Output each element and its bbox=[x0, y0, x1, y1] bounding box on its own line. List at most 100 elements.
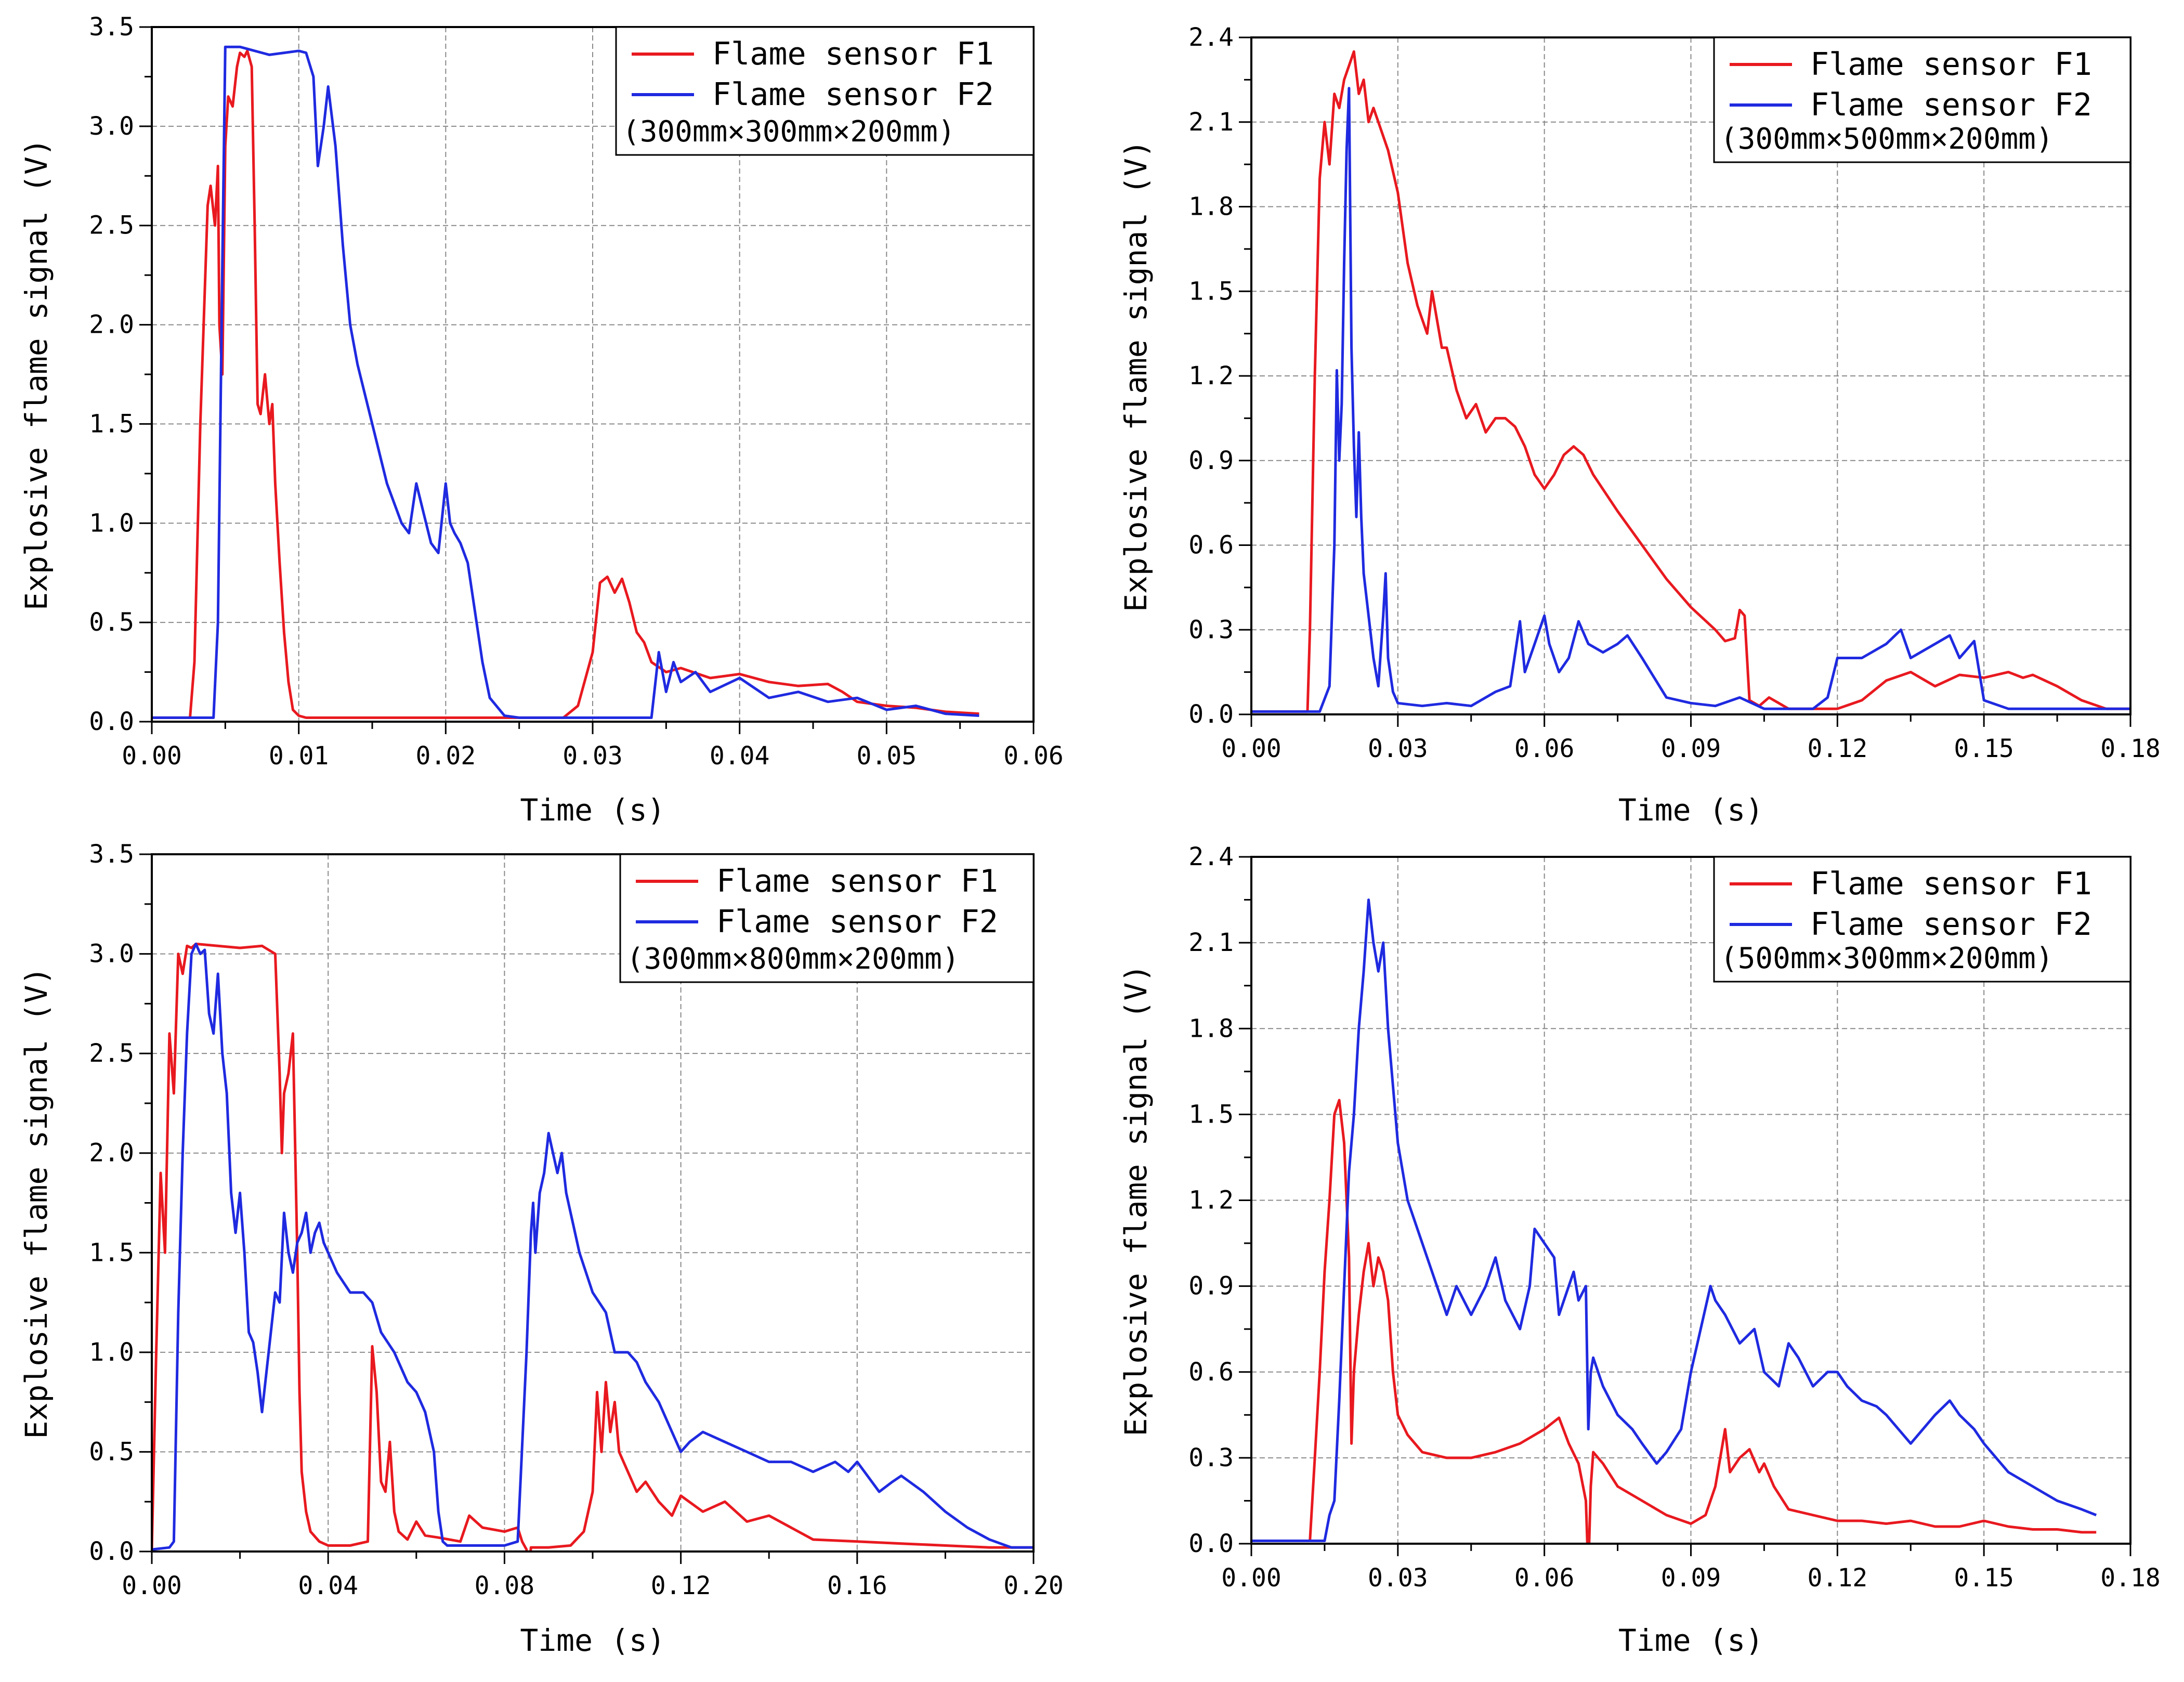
x-axis-title: Time (s) bbox=[520, 792, 665, 828]
legend: Flame sensor F1 Flame sensor F2(300mm×300… bbox=[615, 26, 1035, 156]
y-tick-label: 3.5 bbox=[89, 12, 134, 42]
x-tick-label: 0.03 bbox=[1368, 1563, 1428, 1593]
chart-panel-top-right: 0.00 0.03 0.06 0.09 0.12 0.15 0.18 0.0 0.3 0.6 0.9… bbox=[1118, 23, 2161, 828]
x-tick-label: 0.06 bbox=[1003, 741, 1064, 771]
y-tick-label: 0.0 bbox=[89, 707, 134, 736]
x-tick-label: 0.03 bbox=[563, 741, 623, 771]
legend-note: (300mm×500mm×200mm) bbox=[1720, 122, 2054, 156]
series-line-f2 bbox=[1251, 898, 2097, 1542]
x-axis-title: Time (s) bbox=[1618, 1623, 1763, 1658]
y-axis-title: Explosive flame signal (V) bbox=[1118, 964, 1154, 1437]
y-tick-label: 0.6 bbox=[1188, 531, 1234, 560]
y-tick-label: 3.0 bbox=[89, 112, 134, 141]
series-line-f2 bbox=[152, 45, 979, 719]
y-tick-label: 0.3 bbox=[1188, 615, 1234, 644]
y-tick-label: 1.0 bbox=[89, 1338, 134, 1367]
y-tick-label: 1.5 bbox=[1188, 1100, 1234, 1129]
chart-panel-bottom-left: 0.00 0.04 0.08 0.12 0.16 0.20 0.0 0.5 1.0 1.5 2.0 2… bbox=[19, 840, 1064, 1658]
y-tick-label: 2.1 bbox=[1188, 108, 1234, 137]
legend: Flame sensor F1 Flame sensor F2(300mm×800… bbox=[619, 853, 1035, 983]
y-tick-label: 2.5 bbox=[89, 1039, 134, 1068]
y-tick-label: 1.2 bbox=[1188, 1186, 1234, 1215]
x-tick-label: 0.01 bbox=[269, 741, 329, 771]
chart-panel-top-left: 0.00 0.01 0.02 0.03 0.04 0.05 0.06 0.0 0.5 1.0 1.5… bbox=[19, 12, 1064, 828]
plot-frame bbox=[1250, 36, 2131, 715]
y-tick-label: 3.0 bbox=[89, 940, 134, 969]
y-tick-label: 0.0 bbox=[1188, 1529, 1234, 1558]
series-line-f1 bbox=[152, 942, 1034, 1551]
y-axis-title: Explosive flame signal (V) bbox=[19, 138, 54, 610]
legend-label-f1: Flame sensor F1 bbox=[1810, 866, 2092, 902]
plot-frame bbox=[1250, 856, 2131, 1545]
series-line-f1 bbox=[1251, 50, 2130, 713]
x-tick-label: 0.15 bbox=[1954, 734, 2014, 763]
legend-box bbox=[615, 26, 1035, 156]
y-tick-label: 1.5 bbox=[89, 1238, 134, 1267]
x-tick-label: 0.20 bbox=[1003, 1571, 1064, 1600]
legend-label-f1: Flame sensor F1 bbox=[1810, 46, 2092, 83]
y-tick-label: 2.4 bbox=[1188, 842, 1234, 871]
x-tick-label: 0.06 bbox=[1514, 1563, 1575, 1593]
legend-label-f2: Flame sensor F2 bbox=[716, 904, 998, 940]
legend-note: (300mm×800mm×200mm) bbox=[626, 942, 960, 976]
legend-note: (500mm×300mm×200mm) bbox=[1720, 942, 2054, 975]
x-tick-label: 0.16 bbox=[827, 1571, 887, 1600]
x-tick-label: 0.12 bbox=[651, 1571, 711, 1600]
y-tick-label: 2.4 bbox=[1188, 23, 1234, 52]
y-tick-label: 1.2 bbox=[1188, 361, 1234, 390]
x-tick-label: 0.18 bbox=[2100, 734, 2161, 763]
x-tick-label: 0.09 bbox=[1661, 734, 1721, 763]
y-tick-label: 0.5 bbox=[89, 608, 134, 637]
y-tick-label: 0.3 bbox=[1188, 1443, 1234, 1472]
x-tick-label: 0.18 bbox=[2100, 1563, 2161, 1593]
series-line-f2 bbox=[1251, 87, 2130, 713]
y-axis-title: Explosive flame signal (V) bbox=[1118, 140, 1154, 612]
y-tick-label: 1.8 bbox=[1188, 192, 1234, 221]
y-tick-label: 1.0 bbox=[89, 508, 134, 538]
y-axis-title: Explosive flame signal (V) bbox=[19, 967, 54, 1439]
legend: Flame sensor F1 Flame sensor F2(300mm×500… bbox=[1713, 36, 2131, 163]
x-tick-label: 0.05 bbox=[857, 741, 917, 771]
y-tick-label: 0.6 bbox=[1188, 1358, 1234, 1387]
x-tick-label: 0.15 bbox=[1954, 1563, 2014, 1593]
x-tick-label: 0.03 bbox=[1368, 734, 1428, 763]
y-tick-label: 0.9 bbox=[1188, 446, 1234, 475]
legend-box bbox=[1713, 856, 2131, 983]
x-axis-title: Time (s) bbox=[1618, 792, 1763, 828]
x-tick-label: 0.00 bbox=[1221, 1563, 1281, 1593]
y-tick-label: 1.8 bbox=[1188, 1014, 1234, 1043]
legend-label-f2: Flame sensor F2 bbox=[1810, 87, 2092, 123]
x-tick-label: 0.06 bbox=[1514, 734, 1575, 763]
legend: Flame sensor F1 Flame sensor F2(500mm×300… bbox=[1713, 856, 2131, 983]
legend-label-f1: Flame sensor F1 bbox=[712, 36, 994, 72]
y-tick-label: 2.0 bbox=[89, 1139, 134, 1168]
x-tick-label: 0.04 bbox=[298, 1571, 358, 1600]
x-tick-label: 0.00 bbox=[1221, 734, 1281, 763]
legend-label-f2: Flame sensor F2 bbox=[1810, 906, 2092, 943]
y-tick-label: 2.5 bbox=[89, 211, 134, 240]
legend-label-f2: Flame sensor F2 bbox=[712, 76, 994, 113]
y-tick-label: 1.5 bbox=[1188, 277, 1234, 306]
y-tick-label: 2.0 bbox=[89, 310, 134, 340]
legend-note: (300mm×300mm×200mm) bbox=[622, 115, 956, 149]
series-line-f1 bbox=[1251, 1099, 2097, 1544]
y-tick-label: 3.5 bbox=[89, 840, 134, 869]
y-tick-label: 2.1 bbox=[1188, 928, 1234, 957]
plot-frame bbox=[151, 26, 1035, 723]
y-tick-label: 0.0 bbox=[89, 1537, 134, 1566]
legend-label-f1: Flame sensor F1 bbox=[716, 863, 998, 899]
series-line-f2 bbox=[152, 942, 1034, 1551]
x-tick-label: 0.00 bbox=[122, 741, 182, 771]
legend-box bbox=[1713, 36, 2131, 163]
plot-frame bbox=[151, 853, 1035, 1553]
x-axis-title: Time (s) bbox=[520, 1623, 665, 1658]
chart-panel-bottom-right: 0.00 0.03 0.06 0.09 0.12 0.15 0.18 0.0 0.3 0.6 0.9… bbox=[1118, 842, 2161, 1658]
y-tick-label: 0.0 bbox=[1188, 700, 1234, 729]
legend-box bbox=[619, 853, 1035, 983]
y-tick-label: 0.9 bbox=[1188, 1272, 1234, 1301]
x-tick-label: 0.04 bbox=[710, 741, 770, 771]
x-tick-label: 0.08 bbox=[475, 1571, 535, 1600]
x-tick-label: 0.12 bbox=[1808, 1563, 1868, 1593]
y-tick-label: 0.5 bbox=[89, 1437, 134, 1466]
